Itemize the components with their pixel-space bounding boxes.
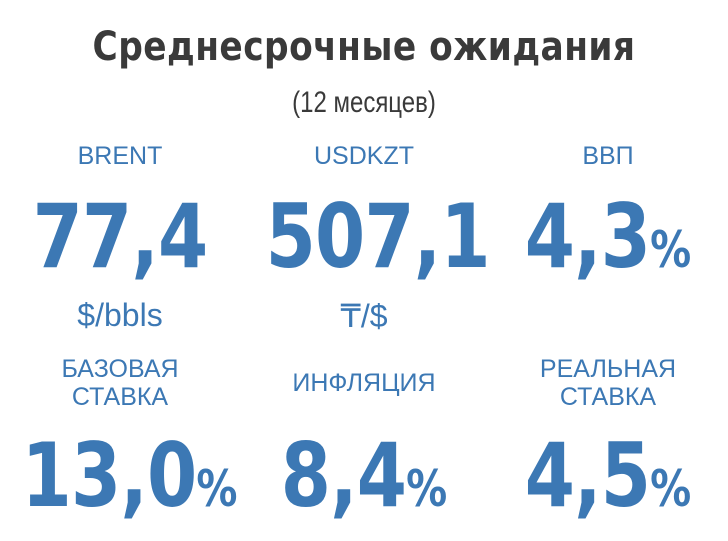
- gdp-percent-sign: %: [650, 221, 692, 279]
- base-rate-label-line1: БАЗОВАЯ: [61, 355, 179, 383]
- gdp-value-number: 4,3: [524, 185, 651, 288]
- inflation-label-line1: ИНФЛЯЦИЯ: [292, 369, 436, 397]
- inflation-label: ИНФЛЯЦИЯ: [244, 369, 484, 397]
- inflation-value-number: 8,4: [280, 424, 407, 527]
- base-rate-label: БАЗОВАЯ СТАВКА: [0, 355, 240, 411]
- usdkzt-label: USDKZT: [314, 142, 414, 170]
- gdp-value: 4,3%: [510, 193, 707, 294]
- brent-label: BRENT: [77, 142, 163, 170]
- real-rate-label-line2: СТАВКА: [559, 383, 657, 411]
- base-rate-value-number: 13,0: [21, 424, 198, 527]
- gdp-label: ВВП: [582, 142, 634, 170]
- brent-value: 77,4: [22, 193, 219, 281]
- base-rate-value: 13,0%: [22, 432, 238, 533]
- brent-value-number: 77,4: [32, 185, 209, 288]
- real-rate-value: 4,5%: [510, 432, 707, 533]
- inflation-percent-sign: %: [406, 460, 448, 518]
- usdkzt-unit: ₸/$: [340, 298, 388, 334]
- page-title: Среднесрочные ожидания: [92, 24, 636, 70]
- real-rate-label-line1: РЕАЛЬНАЯ: [539, 355, 677, 383]
- real-rate-label: РЕАЛЬНАЯ СТАВКА: [488, 355, 728, 411]
- page-subtitle: (12 месяцев): [292, 86, 436, 119]
- base-rate-label-line2: СТАВКА: [71, 383, 169, 411]
- inflation-value: 8,4%: [266, 432, 463, 533]
- usdkzt-value: 507,1: [266, 193, 491, 281]
- usdkzt-value-number: 507,1: [265, 185, 491, 288]
- brent-unit: $/bbls: [77, 297, 163, 333]
- base-rate-percent-sign: %: [196, 460, 238, 518]
- real-rate-value-number: 4,5: [524, 424, 651, 527]
- real-rate-percent-sign: %: [650, 460, 692, 518]
